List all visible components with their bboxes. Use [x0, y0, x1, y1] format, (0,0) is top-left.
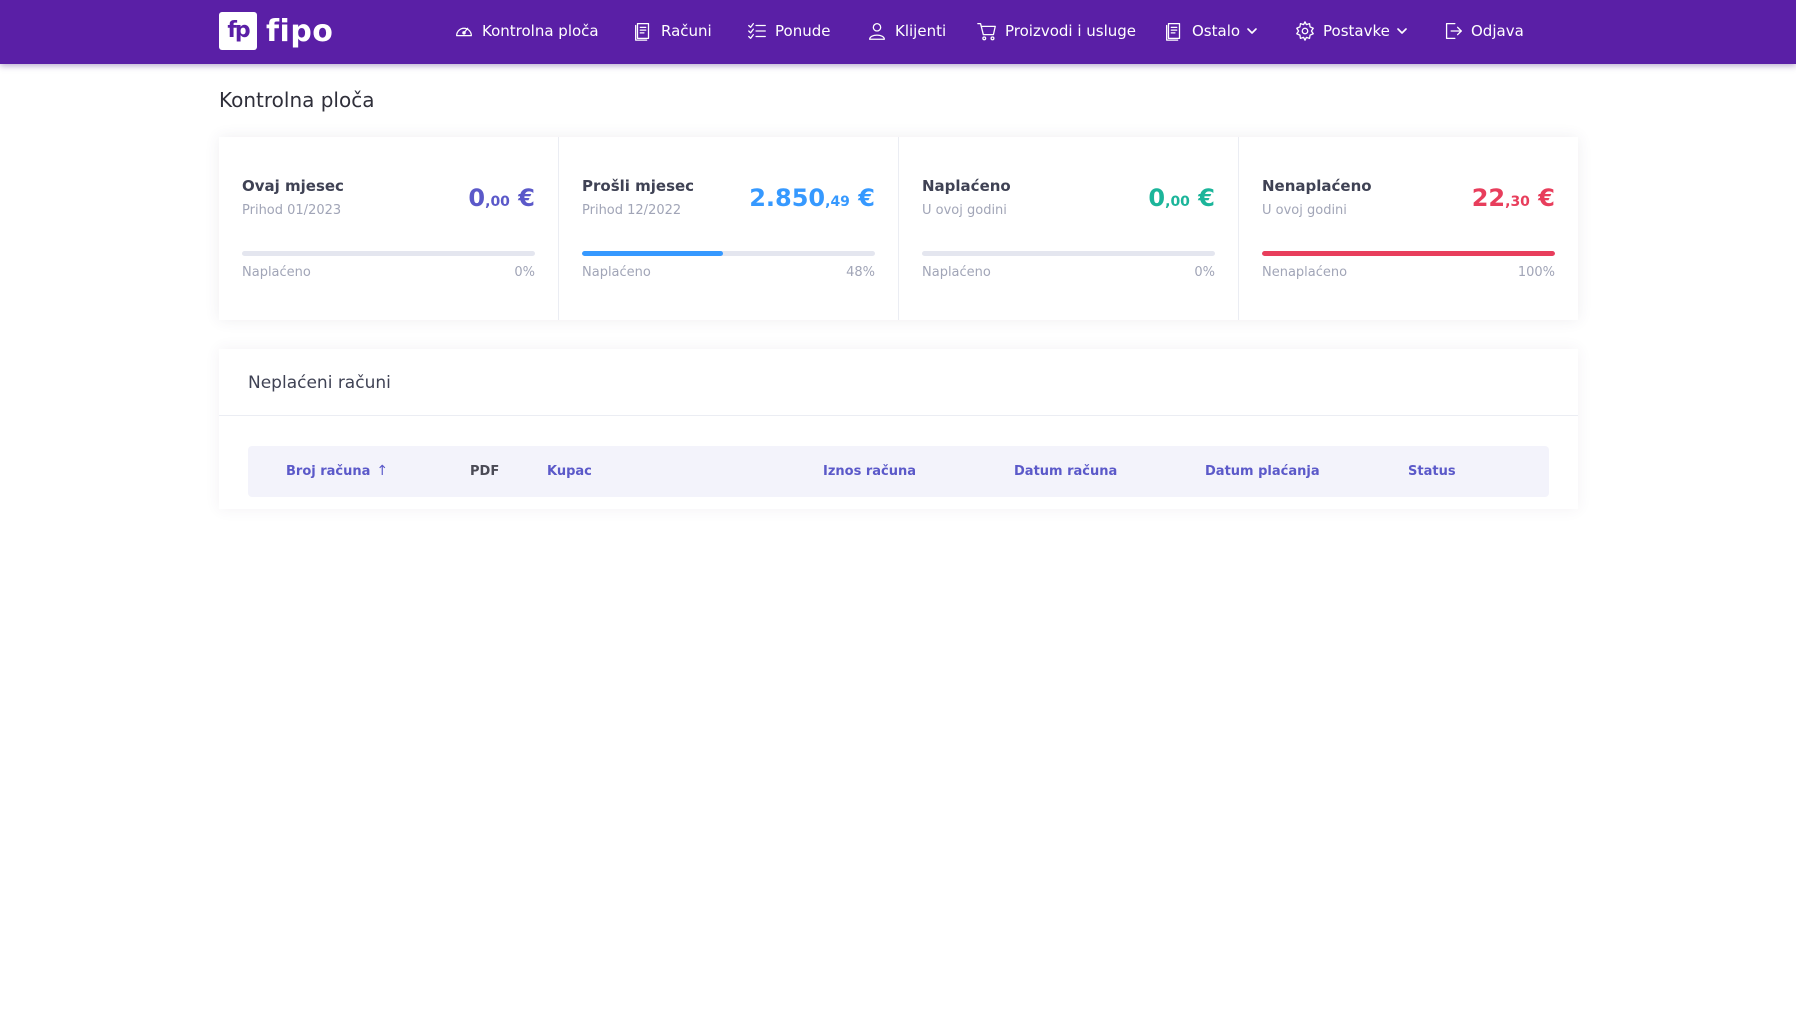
stat-subtitle: Prihod 12/2022 [582, 203, 682, 218]
currency-symbol: € [518, 184, 535, 212]
stat-amount-decimals: ,49 [825, 194, 850, 210]
stats-panel: Ovaj mjesec Prihod 01/2023 0,00 € Naplać… [219, 137, 1578, 320]
stat-amount: 2.850,49 € [749, 184, 875, 212]
page-title: Kontrolna ploča [219, 88, 375, 112]
nav-invoices[interactable]: Računi [632, 0, 712, 62]
stat-amount: 22,30 € [1472, 184, 1555, 212]
invoice-stack-icon [635, 23, 650, 41]
currency-symbol: € [1198, 184, 1215, 212]
stat-amount-int: 22 [1471, 184, 1506, 212]
gear-icon [1296, 21, 1314, 41]
arrow-up-icon: ↑ [376, 463, 389, 479]
divider [219, 415, 1578, 416]
nav-invoices-label: Računi [661, 22, 712, 40]
nav-products-label: Proizvodi i usluge [1005, 22, 1137, 40]
nav-other-label: Ostalo [1192, 22, 1241, 40]
stat-card: Ovaj mjesec Prihod 01/2023 0,00 € Naplać… [219, 137, 559, 320]
stat-card: Prošli mjesec Prihod 12/2022 2.850,49 € … [559, 137, 899, 320]
nav-clients-label: Klijenti [895, 22, 947, 40]
logo-text: fipo [266, 13, 334, 49]
progress-label: Naplaćeno [922, 265, 991, 280]
progress-bar [582, 251, 875, 256]
chevron-down-icon [1397, 28, 1407, 34]
nav-offers[interactable]: Ponude [746, 0, 830, 62]
progress-percent: 48% [846, 265, 875, 280]
stat-card: Naplaćeno U ovoj godini 0,00 € Naplaćeno… [899, 137, 1239, 320]
logo-mark: fp [219, 12, 257, 50]
stat-subtitle: U ovoj godini [1262, 203, 1347, 218]
stat-label: Prošli mjesec [582, 177, 695, 195]
top-navbar: fp fipo Kontrolna ploča Računi Ponude Kl… [0, 0, 1796, 64]
stat-amount-int: 2.850 [749, 184, 826, 212]
brand-logo[interactable]: fp fipo [219, 12, 333, 50]
stat-label: Nenaplaćeno [1262, 177, 1372, 195]
stat-amount: 0,00 € [468, 184, 535, 212]
stat-amount-int: 0 [468, 184, 486, 212]
progress-label: Naplaćeno [242, 265, 311, 280]
progress-fill [1262, 251, 1555, 256]
progress-fill [582, 251, 723, 256]
table-header: Broj računa ↑ PDF Kupac Iznos računa Datu… [248, 446, 1549, 497]
column-header-customer[interactable]: Kupac [547, 464, 592, 479]
shopping-cart-icon [977, 23, 996, 41]
column-header-due[interactable]: Datum plaćanja [1205, 464, 1320, 479]
column-header-status[interactable]: Status [1408, 464, 1456, 479]
nav-clients[interactable]: Klijenti [866, 0, 946, 62]
stat-amount-decimals: ,00 [1165, 194, 1190, 210]
nav-products[interactable]: Proizvodi i usluge [976, 0, 1136, 62]
stat-amount-decimals: ,30 [1505, 194, 1530, 210]
stat-amount: 0,00 € [1148, 184, 1215, 212]
stat-subtitle: U ovoj godini [922, 203, 1007, 218]
nav-dashboard-label: Kontrolna ploča [482, 22, 599, 40]
logout-icon [1445, 23, 1462, 39]
currency-symbol: € [1538, 184, 1555, 212]
stat-card: Nenaplaćeno U ovoj godini 22,30 € Nenapl… [1239, 137, 1578, 320]
user-icon [869, 23, 885, 40]
unpaid-invoices-card: Neplaćeni računi Broj računa ↑ PDF Kupac … [219, 349, 1578, 509]
currency-symbol: € [858, 184, 875, 212]
nav-logout-label: Odjava [1471, 22, 1524, 40]
nav-dashboard[interactable]: Kontrolna ploča [453, 0, 599, 62]
stat-subtitle: Prihod 01/2023 [242, 203, 342, 218]
progress-bar [922, 251, 1215, 256]
progress-percent: 0% [514, 265, 535, 280]
nav-offers-label: Ponude [775, 22, 831, 40]
progress-label: Nenaplaćeno [1262, 265, 1348, 280]
stat-label: Naplaćeno [922, 177, 1011, 195]
chevron-down-icon [1247, 28, 1257, 34]
column-header-date[interactable]: Datum računa [1014, 464, 1118, 479]
nav-logout[interactable]: Odjava [1442, 0, 1524, 62]
progress-bar [1262, 251, 1555, 256]
nav-settings-label: Postavke [1323, 22, 1390, 40]
document-stack-icon [1166, 23, 1181, 41]
column-header-number-label: Broj računa [286, 464, 371, 479]
progress-label: Naplaćeno [582, 265, 651, 280]
stat-amount-int: 0 [1148, 184, 1166, 212]
nav-settings[interactable]: Postavke [1294, 0, 1408, 62]
column-header-number[interactable]: Broj računa ↑ [286, 446, 388, 497]
nav-other[interactable]: Ostalo [1163, 0, 1258, 62]
progress-percent: 0% [1194, 265, 1215, 280]
checklist-icon [748, 23, 766, 39]
progress-percent: 100% [1517, 265, 1555, 280]
stat-label: Ovaj mjesec [242, 177, 344, 195]
card-title: Neplaćeni računi [248, 373, 391, 393]
column-header-pdf: PDF [470, 464, 500, 479]
progress-bar [242, 251, 535, 256]
speedometer-icon [456, 27, 472, 37]
column-header-amount[interactable]: Iznos računa [823, 464, 917, 479]
stat-amount-decimals: ,00 [485, 194, 510, 210]
